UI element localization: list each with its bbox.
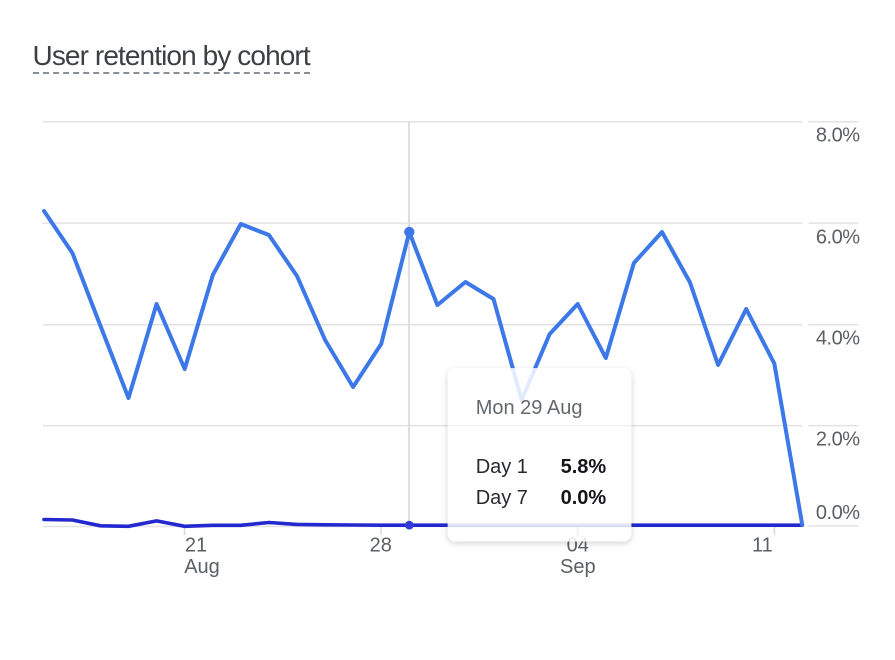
svg-text:Mon 29 Aug: Mon 29 Aug xyxy=(476,397,583,419)
svg-text:6.0%: 6.0% xyxy=(816,226,860,248)
svg-text:04: 04 xyxy=(567,535,589,557)
svg-text:28: 28 xyxy=(370,535,392,557)
svg-text:5.8%: 5.8% xyxy=(561,456,607,478)
svg-text:Aug: Aug xyxy=(184,556,220,578)
svg-text:8.0%: 8.0% xyxy=(816,124,860,146)
svg-text:0.0%: 0.0% xyxy=(816,502,860,524)
svg-text:4.0%: 4.0% xyxy=(816,327,860,349)
svg-text:2.0%: 2.0% xyxy=(816,428,860,450)
svg-text:Day 7: Day 7 xyxy=(476,487,528,509)
svg-text:Day 1: Day 1 xyxy=(476,456,528,478)
svg-text:11: 11 xyxy=(752,535,773,557)
svg-text:Sep: Sep xyxy=(560,556,596,578)
svg-text:0.0%: 0.0% xyxy=(561,487,607,509)
svg-text:21: 21 xyxy=(185,535,207,557)
